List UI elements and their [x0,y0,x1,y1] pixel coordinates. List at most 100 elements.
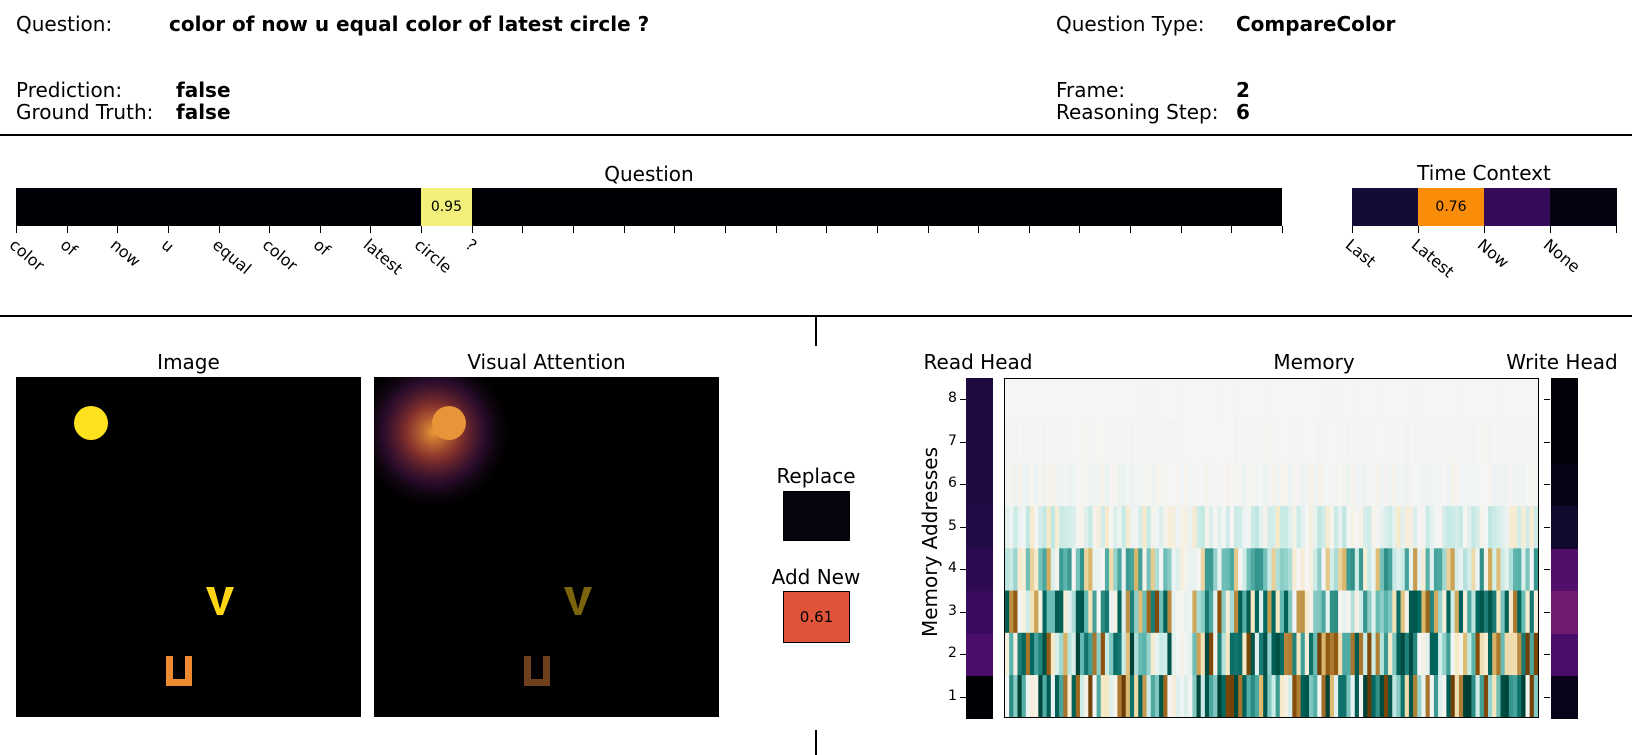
time-context-cell [1484,188,1551,226]
memory-cell [1109,632,1114,676]
memory-cell [1021,505,1027,549]
memory-cell [1433,379,1439,422]
memory-cell [1342,632,1347,676]
memory-cell [1046,463,1052,507]
memory-cell [1005,632,1010,676]
memory-cell [1504,421,1510,464]
memory-cell [1259,505,1264,549]
memory-cell [1313,463,1318,507]
memory-cell [1025,548,1031,591]
memory-cell [1388,379,1393,422]
memory-cell [1488,421,1493,464]
memory-cell [1338,379,1343,422]
memory-cell [1079,421,1085,464]
memory-cell [1209,421,1214,464]
memory-cell [1338,505,1343,549]
memory-cell [1479,463,1485,507]
memory-cell [1288,632,1293,676]
memory-cell [1129,463,1135,507]
memory-cell [1383,632,1389,676]
memory-cell [1200,674,1206,717]
memory-cell [1496,379,1501,422]
memory-cell [1350,379,1356,422]
memory-cell [1263,463,1268,507]
memory-cell [1525,379,1530,422]
question-axis-tick [218,226,220,233]
memory-cell [1375,632,1381,676]
memory-cell [1159,421,1164,464]
memory-cell [1117,674,1122,717]
memory-cell [1200,421,1206,464]
memory-cell [1433,590,1439,633]
memory-cell [1159,505,1164,549]
memory-cell [1488,379,1493,422]
memory-cell [1075,463,1081,507]
question-attention-cell [927,188,979,226]
question-value: color of now u equal color of latest cir… [169,12,650,36]
memory-cell [1029,505,1035,549]
memory-cell [1271,548,1276,591]
memory-cell [1383,463,1389,507]
memory-cell [1029,379,1035,422]
memory-cell [1450,590,1456,633]
memory-cell [1125,632,1131,676]
memory-cell [1146,379,1152,422]
memory-cell [1017,548,1022,591]
memory-cell [1167,590,1172,633]
memory-cell [1229,463,1235,507]
question-axis-tick [573,226,575,233]
memory-cell [1300,590,1306,633]
memory-cell [1146,463,1152,507]
memory-cell [1204,632,1210,676]
memory-cell [1113,463,1118,507]
memory-cell [1438,379,1443,422]
memory-cell [1250,632,1256,676]
memory-cell [1050,548,1056,591]
memory-cell [1446,379,1451,422]
memory-cell [1134,463,1139,507]
memory-cell [1171,379,1177,422]
memory-cell [1458,421,1464,464]
memory-cell [1067,421,1072,464]
memory-cell [1475,505,1480,549]
memory-cell [1521,421,1526,464]
memory-cell [1317,379,1322,422]
memory-cell [1121,548,1127,591]
memory-cell [1304,379,1310,422]
memory-cell [1221,505,1226,549]
time-context-axis-tick [1352,226,1353,233]
question-axis-tick [674,226,676,233]
memory-cell [1238,674,1243,717]
memory-cell [1500,590,1505,633]
memory-cell [1234,590,1239,633]
memory-cell [1088,590,1093,633]
memory-cell [1283,421,1289,464]
memory-cell [1292,505,1297,549]
memory-cell [1467,590,1472,633]
memory-cell [1475,590,1480,633]
memory-cell [1063,674,1068,717]
memory-cell [1267,379,1272,422]
memory-cell [1358,590,1364,633]
memory-cell [1067,505,1072,549]
memory-cell [1267,590,1272,633]
memory-cell [1358,505,1364,549]
memory-cell [1188,505,1193,549]
memory-address-tick [960,484,966,486]
memory-cell [1442,674,1447,717]
memory-cell [1200,463,1206,507]
time-context-cell [1550,188,1617,226]
read-head-cell [966,463,993,506]
memory-cell [1517,505,1522,549]
memory-cell [1034,379,1039,422]
memory-cell [1271,590,1276,633]
memory-cell [1467,548,1472,591]
input-image [16,377,361,717]
memory-cell [1379,463,1385,507]
attention-glow [374,377,514,512]
memory-cell [1446,463,1451,507]
memory-cell [1075,421,1081,464]
memory-cell [1038,632,1043,676]
memory-cell [1429,590,1435,633]
memory-cell [1425,421,1431,464]
